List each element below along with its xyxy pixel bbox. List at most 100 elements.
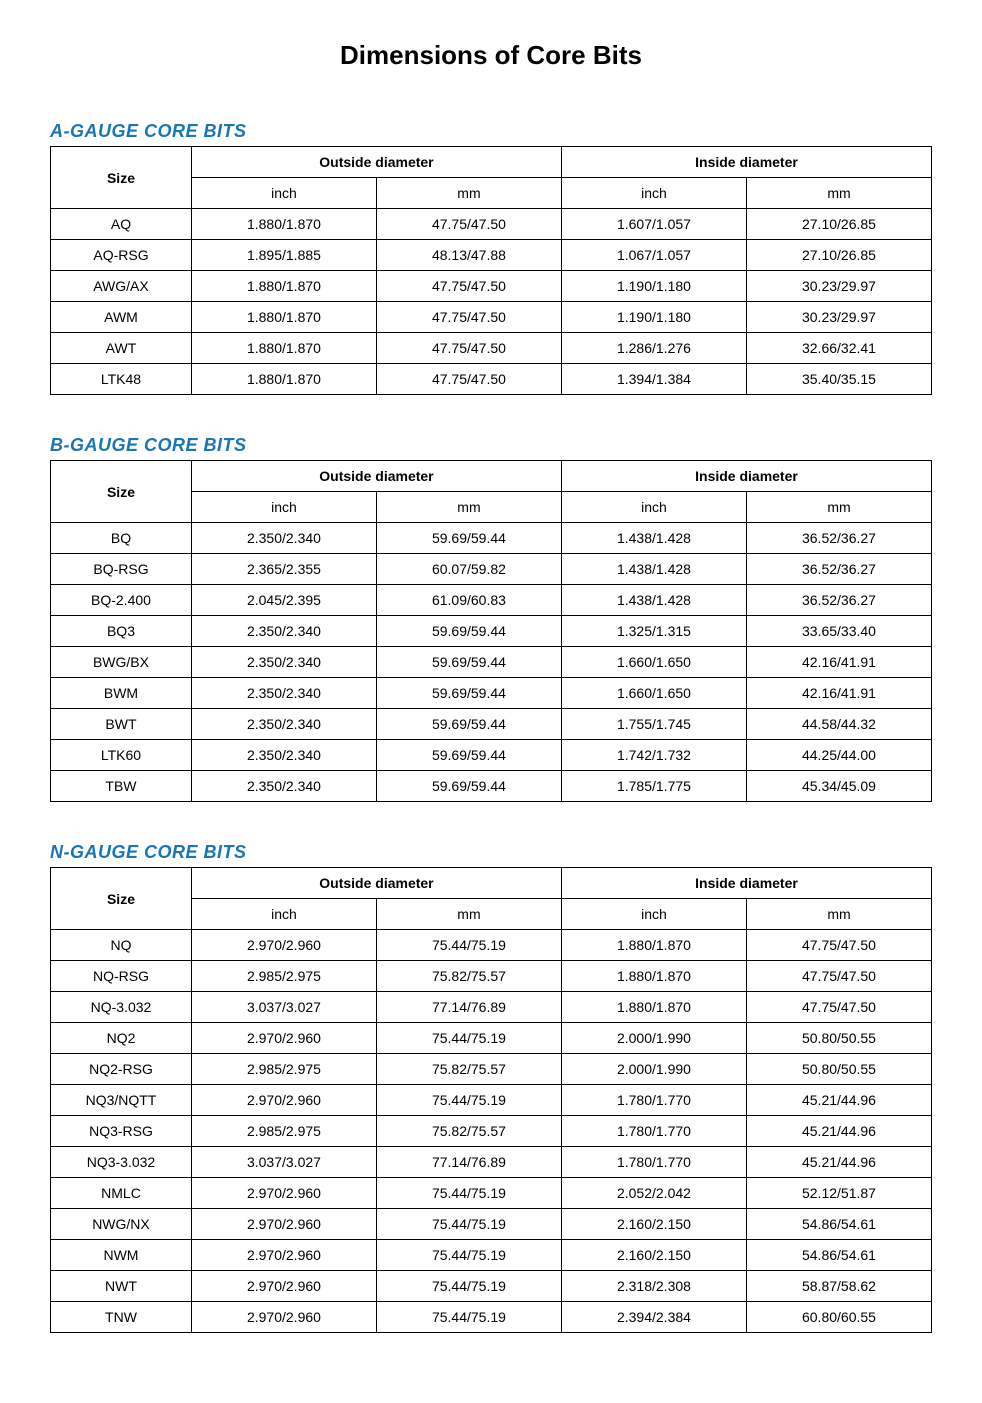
header-inside-mm: mm xyxy=(746,178,931,209)
cell-in_mm: 44.25/44.00 xyxy=(746,740,931,771)
cell-size: BQ3 xyxy=(51,616,192,647)
cell-in_mm: 45.21/44.96 xyxy=(746,1085,931,1116)
cell-out_mm: 60.07/59.82 xyxy=(376,554,561,585)
header-inside-diameter: Inside diameter xyxy=(561,461,931,492)
header-size: Size xyxy=(51,461,192,523)
cell-out_mm: 47.75/47.50 xyxy=(376,271,561,302)
cell-out_mm: 61.09/60.83 xyxy=(376,585,561,616)
header-outside-mm: mm xyxy=(376,899,561,930)
cell-in_in: 1.607/1.057 xyxy=(561,209,746,240)
cell-in_in: 2.394/2.384 xyxy=(561,1302,746,1333)
header-outside-mm: mm xyxy=(376,178,561,209)
cell-out_in: 2.365/2.355 xyxy=(191,554,376,585)
cell-in_mm: 30.23/29.97 xyxy=(746,302,931,333)
cell-size: NQ3-3.032 xyxy=(51,1147,192,1178)
cell-out_mm: 59.69/59.44 xyxy=(376,647,561,678)
cell-in_in: 2.318/2.308 xyxy=(561,1271,746,1302)
cell-in_in: 2.160/2.150 xyxy=(561,1209,746,1240)
cell-in_mm: 30.23/29.97 xyxy=(746,271,931,302)
cell-out_in: 2.045/2.395 xyxy=(191,585,376,616)
cell-in_in: 1.785/1.775 xyxy=(561,771,746,802)
header-size: Size xyxy=(51,147,192,209)
cell-out_in: 1.880/1.870 xyxy=(191,271,376,302)
cell-out_in: 3.037/3.027 xyxy=(191,992,376,1023)
cell-size: NQ3/NQTT xyxy=(51,1085,192,1116)
cell-size: BWT xyxy=(51,709,192,740)
cell-in_mm: 27.10/26.85 xyxy=(746,209,931,240)
table-row: LTK602.350/2.34059.69/59.441.742/1.73244… xyxy=(51,740,932,771)
table-row: BQ-2.4002.045/2.39561.09/60.831.438/1.42… xyxy=(51,585,932,616)
header-outside-diameter: Outside diameter xyxy=(191,461,561,492)
sections-container: A-GAUGE CORE BITSSizeOutside diameterIns… xyxy=(50,121,932,1333)
cell-out_in: 2.350/2.340 xyxy=(191,740,376,771)
header-inside-mm: mm xyxy=(746,492,931,523)
section-block: A-GAUGE CORE BITSSizeOutside diameterIns… xyxy=(50,121,932,395)
cell-in_mm: 33.65/33.40 xyxy=(746,616,931,647)
cell-in_mm: 60.80/60.55 xyxy=(746,1302,931,1333)
cell-out_in: 2.350/2.340 xyxy=(191,647,376,678)
cell-out_in: 2.970/2.960 xyxy=(191,1178,376,1209)
cell-out_mm: 59.69/59.44 xyxy=(376,740,561,771)
cell-out_in: 2.350/2.340 xyxy=(191,523,376,554)
table-row: NMLC2.970/2.96075.44/75.192.052/2.04252.… xyxy=(51,1178,932,1209)
cell-in_in: 1.780/1.770 xyxy=(561,1085,746,1116)
cell-in_in: 1.880/1.870 xyxy=(561,930,746,961)
cell-size: NQ2-RSG xyxy=(51,1054,192,1085)
cell-out_in: 1.880/1.870 xyxy=(191,302,376,333)
cell-size: NQ xyxy=(51,930,192,961)
cell-in_in: 1.325/1.315 xyxy=(561,616,746,647)
header-inside-inch: inch xyxy=(561,492,746,523)
cell-out_in: 2.970/2.960 xyxy=(191,1209,376,1240)
cell-size: AWT xyxy=(51,333,192,364)
cell-in_mm: 42.16/41.91 xyxy=(746,647,931,678)
cell-out_in: 2.350/2.340 xyxy=(191,709,376,740)
cell-in_mm: 45.34/45.09 xyxy=(746,771,931,802)
cell-size: BQ-RSG xyxy=(51,554,192,585)
cell-size: AQ-RSG xyxy=(51,240,192,271)
section-title: N-GAUGE CORE BITS xyxy=(50,842,932,863)
table-row: AWG/AX1.880/1.87047.75/47.501.190/1.1803… xyxy=(51,271,932,302)
header-outside-inch: inch xyxy=(191,178,376,209)
header-outside-diameter: Outside diameter xyxy=(191,147,561,178)
cell-out_in: 2.970/2.960 xyxy=(191,1302,376,1333)
section-block: B-GAUGE CORE BITSSizeOutside diameterIns… xyxy=(50,435,932,802)
cell-in_in: 1.780/1.770 xyxy=(561,1116,746,1147)
cell-in_in: 1.780/1.770 xyxy=(561,1147,746,1178)
cell-in_mm: 36.52/36.27 xyxy=(746,523,931,554)
cell-out_in: 2.985/2.975 xyxy=(191,1054,376,1085)
cell-out_in: 2.970/2.960 xyxy=(191,1240,376,1271)
cell-in_mm: 50.80/50.55 xyxy=(746,1023,931,1054)
cell-out_in: 2.970/2.960 xyxy=(191,930,376,961)
header-inside-mm: mm xyxy=(746,899,931,930)
cell-out_in: 2.350/2.340 xyxy=(191,678,376,709)
cell-out_mm: 75.82/75.57 xyxy=(376,961,561,992)
cell-out_mm: 47.75/47.50 xyxy=(376,209,561,240)
header-inside-diameter: Inside diameter xyxy=(561,147,931,178)
cell-size: NQ2 xyxy=(51,1023,192,1054)
cell-out_mm: 47.75/47.50 xyxy=(376,302,561,333)
cell-size: BQ-2.400 xyxy=(51,585,192,616)
cell-in_mm: 54.86/54.61 xyxy=(746,1240,931,1271)
cell-size: BQ xyxy=(51,523,192,554)
cell-in_mm: 50.80/50.55 xyxy=(746,1054,931,1085)
cell-out_in: 2.350/2.340 xyxy=(191,616,376,647)
cell-in_in: 2.000/1.990 xyxy=(561,1054,746,1085)
cell-in_mm: 42.16/41.91 xyxy=(746,678,931,709)
header-inside-inch: inch xyxy=(561,178,746,209)
cell-out_in: 1.880/1.870 xyxy=(191,333,376,364)
cell-size: NWT xyxy=(51,1271,192,1302)
core-bits-table: SizeOutside diameterInside diameterinchm… xyxy=(50,146,932,395)
cell-in_in: 1.286/1.276 xyxy=(561,333,746,364)
cell-in_mm: 36.52/36.27 xyxy=(746,585,931,616)
cell-out_in: 1.880/1.870 xyxy=(191,209,376,240)
cell-out_in: 2.970/2.960 xyxy=(191,1085,376,1116)
header-outside-diameter: Outside diameter xyxy=(191,868,561,899)
cell-in_mm: 45.21/44.96 xyxy=(746,1116,931,1147)
table-row: NWG/NX2.970/2.96075.44/75.192.160/2.1505… xyxy=(51,1209,932,1240)
cell-in_in: 1.067/1.057 xyxy=(561,240,746,271)
table-row: AWT1.880/1.87047.75/47.501.286/1.27632.6… xyxy=(51,333,932,364)
header-inside-diameter: Inside diameter xyxy=(561,868,931,899)
cell-in_in: 2.160/2.150 xyxy=(561,1240,746,1271)
cell-out_mm: 59.69/59.44 xyxy=(376,771,561,802)
cell-size: NQ-3.032 xyxy=(51,992,192,1023)
